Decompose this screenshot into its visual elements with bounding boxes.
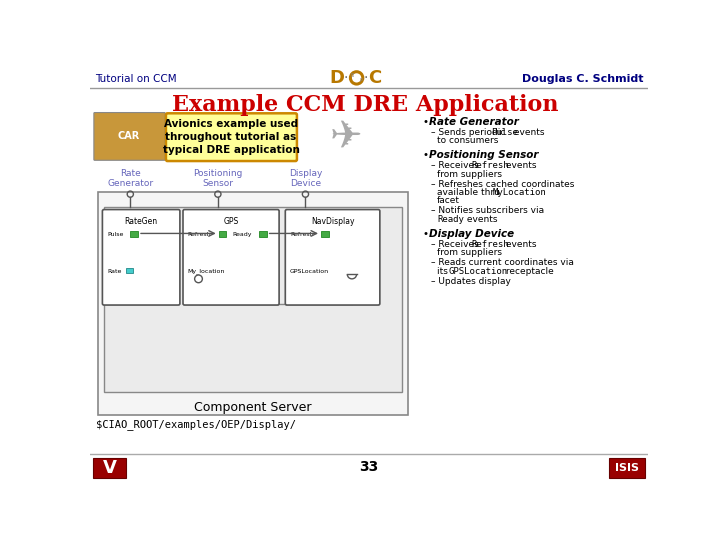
Text: receptacle: receptacle [503,267,554,275]
Text: RateGen: RateGen [125,217,158,226]
Text: CAR: CAR [117,131,140,141]
Text: Refresh: Refresh [290,232,314,237]
Text: Example CCM DRE Application: Example CCM DRE Application [172,94,559,116]
Text: – Reads current coordinates via: – Reads current coordinates via [431,258,574,267]
Text: events: events [503,240,536,248]
Text: Douglas C. Schmidt: Douglas C. Schmidt [522,73,644,84]
Bar [93,457,126,477]
Text: to consumers: to consumers [437,137,498,145]
Bar [219,231,226,237]
Text: $CIAO_ROOT/examples/OEP/Display/: $CIAO_ROOT/examples/OEP/Display/ [96,419,296,430]
FancyBboxPatch shape [94,112,165,160]
Bar [321,231,329,237]
Text: – Updates display: – Updates display [431,276,511,286]
Text: GPSLocation: GPSLocation [290,269,329,274]
FancyBboxPatch shape [183,210,279,305]
Text: ISIS: ISIS [615,462,639,472]
FancyBboxPatch shape [166,113,297,161]
Bar [98,192,408,415]
Text: events: events [503,161,536,170]
Bar [126,268,133,273]
Text: ·: · [364,71,368,85]
Text: Refresh: Refresh [472,161,509,170]
FancyBboxPatch shape [285,210,380,305]
Text: •: • [423,117,433,127]
Text: •: • [423,150,433,160]
Text: Refresh: Refresh [188,232,211,237]
Text: Pulse: Pulse [490,128,518,137]
Text: facet: facet [437,197,460,206]
Text: Positioning Sensor: Positioning Sensor [429,150,539,160]
Text: GPS: GPS [223,217,238,226]
Text: events: events [464,215,498,224]
Text: Refresh: Refresh [472,240,509,248]
Text: ✈: ✈ [330,117,362,156]
Text: – Sends periodic: – Sends periodic [431,128,508,137]
Text: C: C [369,69,382,87]
Text: from suppliers: from suppliers [437,248,503,257]
Text: events: events [510,128,544,137]
Text: – Refreshes cached coordinates: – Refreshes cached coordinates [431,179,575,188]
Text: – Receives: – Receives [431,240,482,248]
FancyBboxPatch shape [102,210,180,305]
Bar [609,457,645,477]
Text: 33: 33 [359,460,379,474]
Text: •: • [423,229,433,239]
Text: Ready: Ready [233,232,252,237]
Text: – Receives: – Receives [431,161,482,170]
Text: NavDisplay: NavDisplay [311,217,354,226]
Text: D: D [329,69,344,87]
Text: ·: · [343,71,348,85]
Text: GPSLocation: GPSLocation [449,267,508,275]
Text: MyLocation: MyLocation [492,188,546,197]
Text: Tutorial on CCM: Tutorial on CCM [94,73,176,84]
Text: Ready: Ready [437,215,464,224]
Text: Component Server: Component Server [194,401,312,414]
Text: Rate
Generator: Rate Generator [107,168,153,188]
Bar [130,231,138,237]
Text: Display
Device: Display Device [289,168,322,188]
Text: Display Device: Display Device [429,229,515,239]
Text: P: P [360,78,363,83]
Text: V: V [102,458,117,476]
Text: from suppliers: from suppliers [437,170,503,179]
Text: available thru: available thru [437,188,503,197]
Text: Rate Generator: Rate Generator [429,117,519,127]
Bar [104,207,402,392]
Text: Positioning
Sensor: Positioning Sensor [193,168,243,188]
Text: My_location: My_location [188,268,225,274]
Text: B: B [350,73,354,78]
Bar [259,231,266,237]
Text: Pulse: Pulse [107,232,123,237]
Text: its: its [437,267,451,275]
Text: Rate: Rate [107,269,122,274]
Text: – Notifies subscribers via: – Notifies subscribers via [431,206,544,215]
Text: Avionics example used
throughout tutorial as
typical DRE application: Avionics example used throughout tutoria… [163,119,300,156]
